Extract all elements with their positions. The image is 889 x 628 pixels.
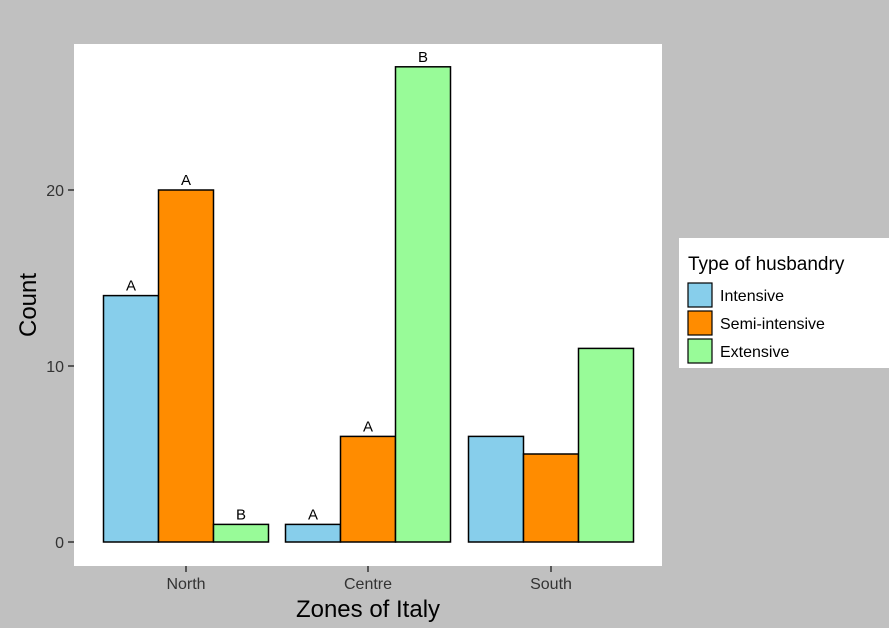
- bar-letter-label: A: [363, 418, 373, 435]
- legend-swatch-intensive: [687, 282, 713, 308]
- bar-letter-label: A: [126, 278, 136, 295]
- legend-label: Extensive: [720, 344, 789, 361]
- bars-layer: [102, 66, 635, 543]
- bar-semi-intensive-centre: [339, 435, 397, 543]
- bar-extensive-south: [577, 347, 635, 543]
- y-tick-label: 20: [46, 183, 64, 200]
- bar-intensive-south: [467, 435, 525, 543]
- legend-items: Intensive Semi-intensive Extensive: [687, 282, 825, 364]
- bar-extensive-centre: [394, 66, 452, 543]
- bar-labels-layer: A A A A B B: [126, 49, 428, 524]
- legend-title: Type of husbandry: [688, 254, 845, 275]
- x-tick-label: North: [166, 576, 205, 593]
- bar-letter-label: B: [418, 49, 428, 66]
- bar-intensive-north: [102, 294, 160, 543]
- y-tick-label: 10: [46, 359, 64, 376]
- bar-intensive-centre: [284, 523, 342, 543]
- bar-letter-label: A: [181, 172, 191, 189]
- x-tick-label: Centre: [344, 576, 392, 593]
- legend-swatch-extensive: [687, 338, 713, 364]
- y-tick-label: 0: [55, 535, 64, 552]
- legend-label: Semi-intensive: [720, 316, 825, 333]
- legend: Type of husbandry Intensive Semi-intensiv…: [679, 238, 889, 368]
- bar-letter-label: B: [236, 506, 246, 523]
- bar-semi-intensive-south: [522, 453, 580, 543]
- y-axis: 0 10 20: [46, 183, 74, 552]
- x-axis-label: Zones of Italy: [296, 596, 440, 623]
- bar-semi-intensive-north: [157, 189, 215, 543]
- bar-extensive-north: [212, 523, 270, 543]
- y-axis-label: Count: [15, 273, 42, 337]
- legend-swatch-semi-intensive: [687, 310, 713, 336]
- x-axis: North Centre South: [166, 566, 572, 593]
- legend-label: Intensive: [720, 288, 784, 305]
- legend-box: [679, 238, 889, 368]
- bar-letter-label: A: [308, 506, 318, 523]
- x-tick-label: South: [530, 576, 572, 593]
